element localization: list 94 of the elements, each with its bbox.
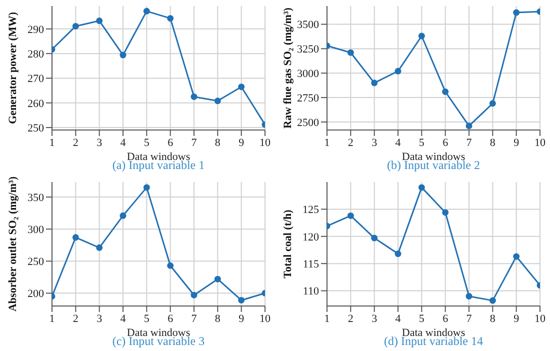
y-tick-label: 3000	[297, 68, 320, 80]
point	[143, 184, 150, 190]
y-tick-label: 2500	[297, 116, 320, 129]
point	[72, 234, 79, 240]
point	[214, 98, 221, 104]
x-tick-label: 3	[96, 312, 103, 324]
x-tick-label: 1	[324, 312, 330, 324]
y-tick-label: 250	[28, 256, 44, 268]
x-tick-label: 8	[490, 136, 496, 149]
y-tick-label: 260	[28, 98, 44, 110]
y-tick-label: 280	[28, 48, 44, 60]
y-tick-label: 3250	[297, 44, 320, 56]
x-tick-label: 5	[144, 312, 150, 324]
x-tick-label: 6	[442, 312, 449, 324]
y-axis-title: Absorber outlet SO₂ (mg/m³)	[6, 176, 19, 312]
y-tick-label: 3500	[297, 19, 320, 32]
y-tick-label: 290	[28, 24, 44, 36]
point	[442, 208, 449, 216]
x-tick-label: 2	[348, 136, 354, 149]
x-tick-label: 8	[214, 312, 221, 324]
y-tick-label: 110	[302, 285, 320, 298]
x-tick-label: 9	[238, 136, 245, 149]
x-tick-label: 5	[418, 136, 425, 149]
point	[394, 68, 402, 74]
y-axis-title: Total coal (t/h)	[282, 208, 294, 278]
point	[167, 262, 174, 268]
x-tick-label: 6	[168, 136, 174, 149]
point	[394, 250, 402, 257]
point	[489, 100, 496, 107]
point	[442, 88, 449, 95]
y-tick-label: 120	[302, 230, 320, 243]
y-tick-label: 200	[28, 288, 44, 300]
x-tick-label: 10	[534, 136, 546, 149]
x-tick-label: 3	[372, 136, 378, 149]
x-tick-label: 1	[49, 312, 55, 324]
point	[418, 32, 425, 40]
x-tick-label: 9	[238, 312, 245, 324]
x-tick-label: 2	[72, 312, 78, 324]
x-tick-label: 9	[514, 312, 520, 324]
point	[120, 212, 126, 218]
x-tick-label: 7	[191, 136, 198, 149]
point	[347, 49, 354, 56]
x-tick-label: 2	[72, 136, 78, 149]
point	[371, 234, 378, 241]
x-tick-label: 8	[214, 136, 221, 149]
point	[418, 184, 425, 190]
y-tick-label: 125	[302, 204, 320, 216]
y-axis-title: Generator power (MW)	[6, 12, 19, 124]
x-tick-label: 4	[120, 136, 126, 149]
point	[214, 275, 221, 282]
x-tick-label: 7	[466, 136, 472, 149]
point	[347, 212, 354, 218]
x-tick-label: 9	[514, 136, 520, 149]
x-tick-label: 6	[442, 136, 449, 149]
point	[238, 84, 245, 90]
point	[466, 292, 472, 299]
point	[120, 52, 126, 58]
point	[167, 15, 174, 22]
x-tick-label: 4	[120, 312, 126, 324]
y-tick-label: 350	[28, 191, 44, 204]
y-tick-label: 250	[28, 122, 44, 134]
x-tick-label: 8	[490, 312, 496, 324]
x-tick-label: 6	[168, 312, 174, 324]
point	[143, 8, 150, 14]
point	[513, 252, 520, 260]
point	[96, 18, 103, 24]
point	[513, 9, 520, 16]
x-tick-label: 2	[348, 312, 354, 324]
x-tick-label: 10	[260, 136, 271, 149]
x-tick-label: 5	[418, 312, 425, 324]
point	[489, 296, 496, 304]
x-tick-label: 1	[324, 136, 330, 149]
y-tick-label: 270	[28, 73, 44, 86]
point	[238, 296, 245, 303]
x-tick-label: 7	[466, 312, 472, 324]
x-tick-label: 3	[96, 136, 103, 149]
x-tick-label: 3	[372, 312, 378, 324]
y-axis-title: Raw flue gas SO₂ (mg/m³)	[282, 7, 294, 128]
x-tick-label: 5	[144, 136, 150, 149]
x-tick-label: 7	[191, 312, 198, 324]
x-tick-label: 4	[395, 312, 402, 324]
point	[72, 22, 79, 30]
x-tick-label: 4	[395, 136, 402, 149]
point	[371, 80, 378, 86]
point	[190, 93, 198, 100]
x-tick-label: 10	[260, 312, 271, 324]
point	[466, 122, 472, 130]
y-tick-label: 300	[28, 224, 44, 236]
y-tick-label: 115	[302, 258, 320, 270]
point	[190, 291, 198, 298]
x-tick-label: 10	[534, 312, 546, 324]
x-tick-label: 1	[49, 136, 55, 149]
y-tick-label: 2750	[297, 92, 320, 104]
point	[96, 244, 103, 250]
